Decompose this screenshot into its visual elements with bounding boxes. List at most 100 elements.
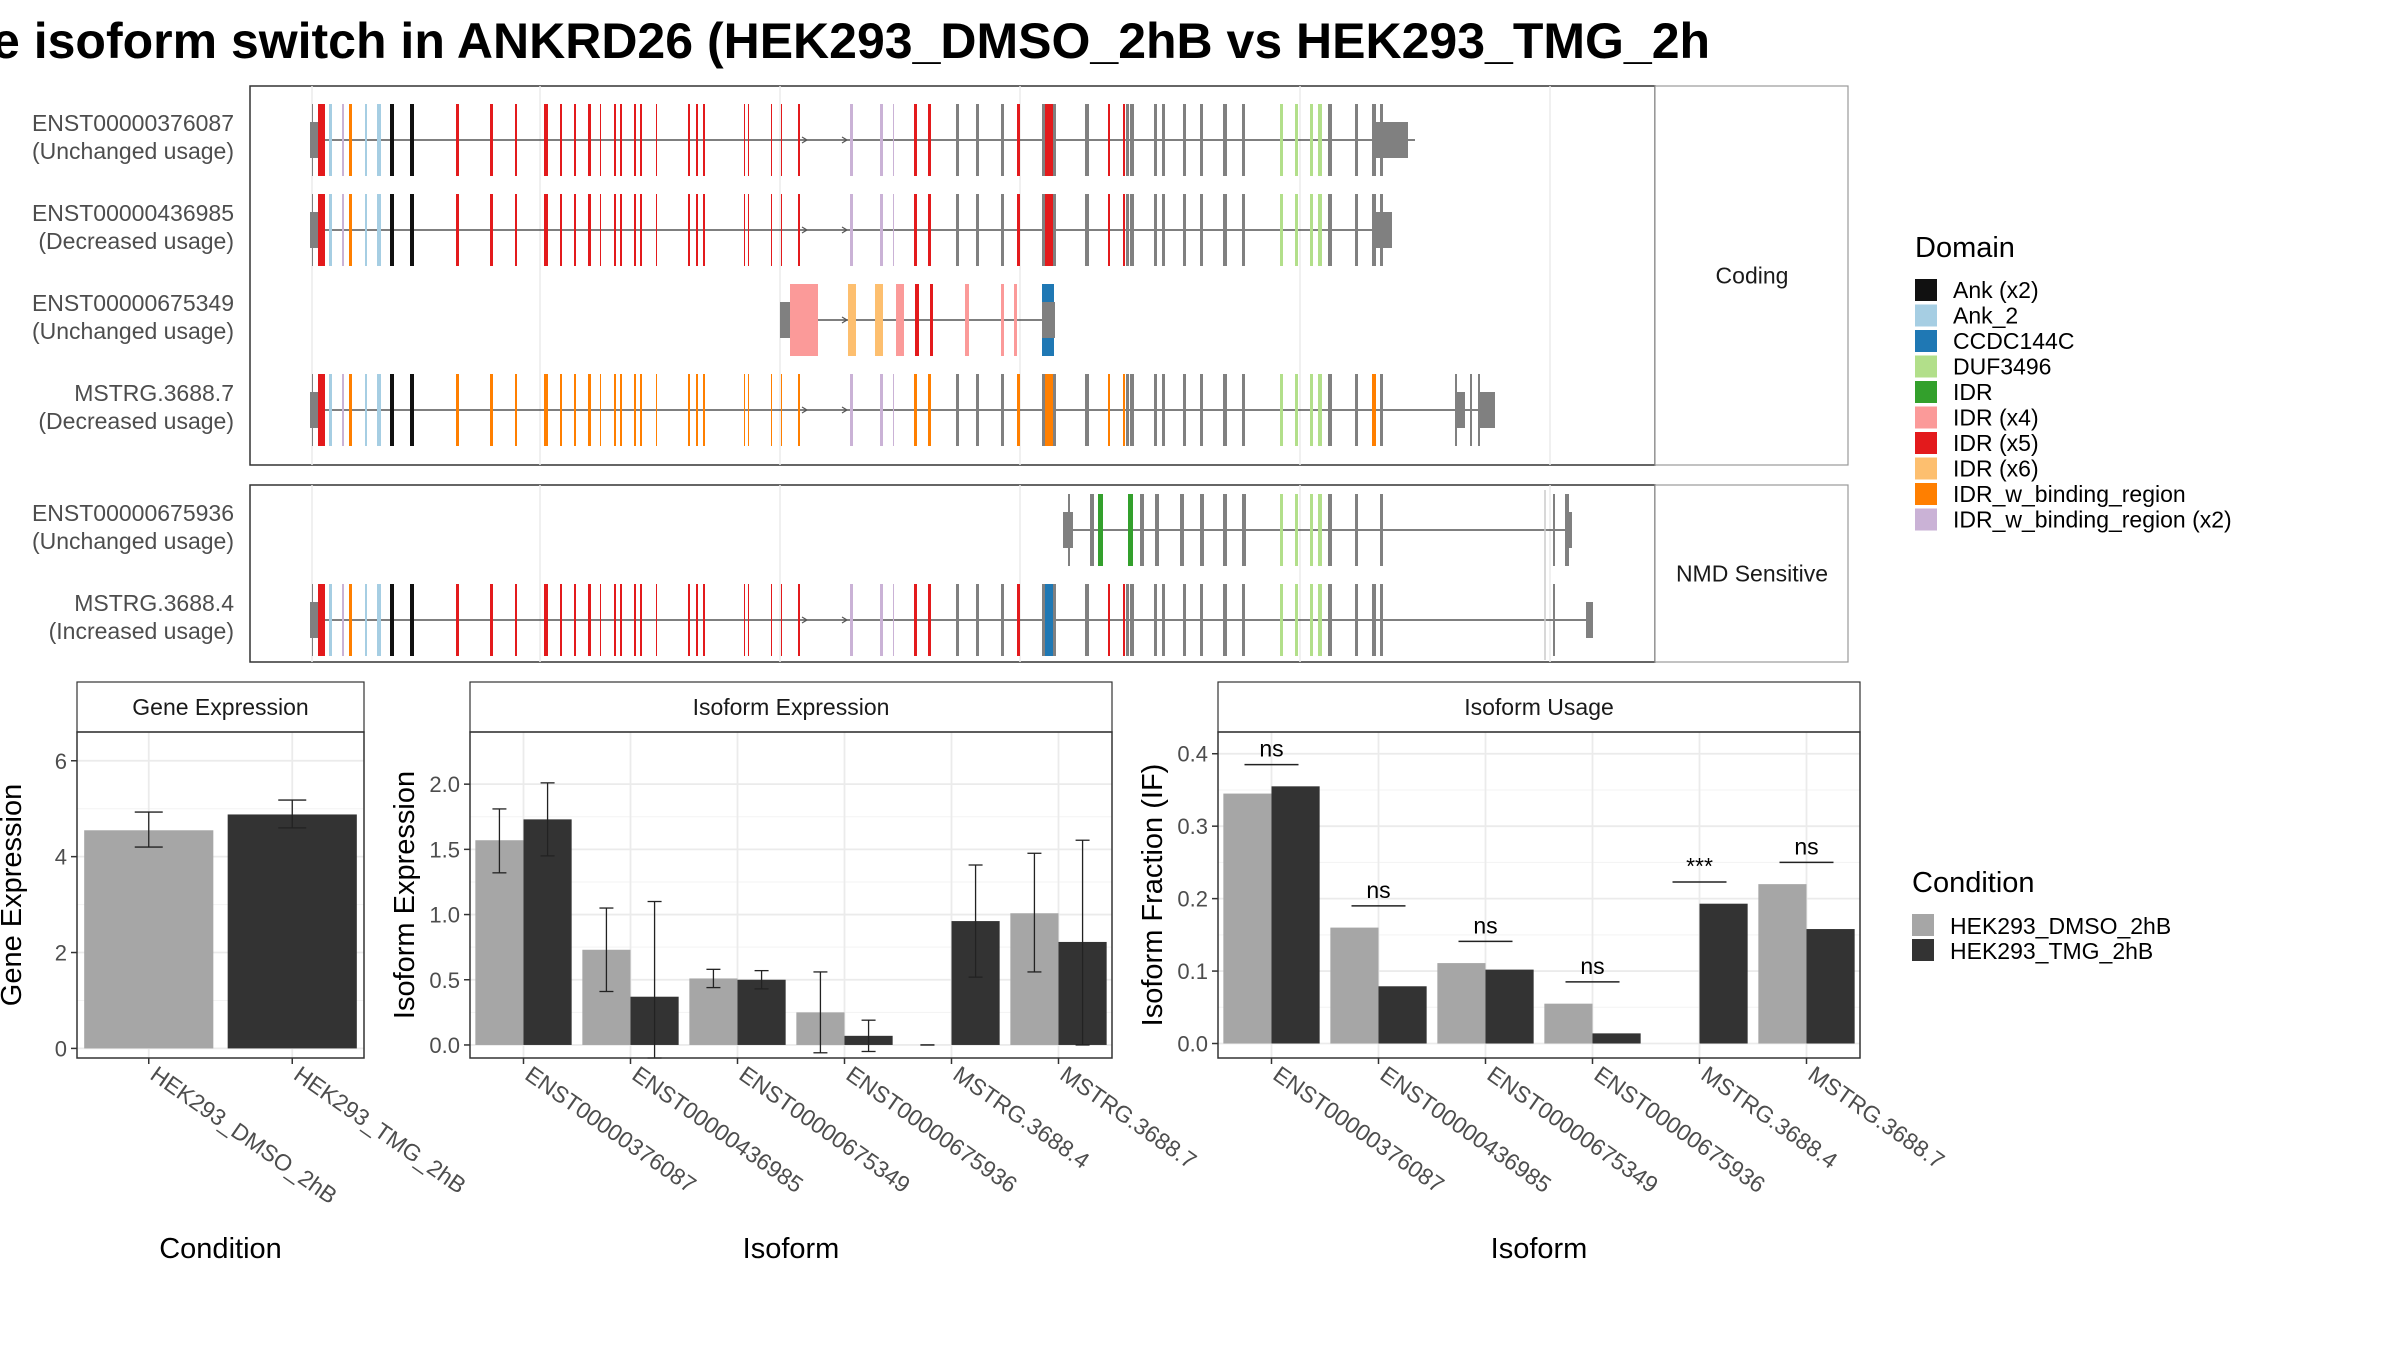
- exon-block: [850, 584, 853, 656]
- exon-block: [1085, 374, 1089, 446]
- y-tick-label: 1.0: [429, 903, 460, 928]
- exon-block: [365, 374, 367, 446]
- exon-block: [600, 194, 601, 266]
- exon-block: [1295, 104, 1298, 176]
- exon-block: [1108, 584, 1110, 656]
- exon-block: [318, 374, 325, 446]
- utr-block: [1375, 212, 1392, 248]
- exon-block: [1068, 494, 1070, 566]
- exon-block: [1380, 374, 1383, 446]
- y-tick-label: 0.2: [1177, 887, 1208, 912]
- exon-block: [1200, 194, 1203, 266]
- transcript: ENST00000376087(Unchanged usage): [32, 104, 1415, 176]
- significance-label: ns: [1366, 877, 1390, 903]
- exon-block: [342, 374, 344, 446]
- exon-block: [1318, 584, 1322, 656]
- y-axis-title: Gene Expression: [0, 784, 28, 1006]
- exon-block: [798, 374, 800, 446]
- exon-block: [390, 194, 394, 266]
- exon-block: [490, 374, 493, 446]
- exon-block: [1001, 374, 1004, 446]
- exon-block: [574, 374, 576, 446]
- x-tick-label: ENST00000436985: [1376, 1061, 1556, 1198]
- bar: [1544, 1003, 1593, 1044]
- direction-arrow: [801, 616, 809, 624]
- y-tick-label: 0.1: [1177, 959, 1208, 984]
- exon-block: [329, 584, 332, 656]
- exon-block: [515, 104, 517, 176]
- exon-block: [976, 194, 979, 266]
- exon-block: [614, 374, 616, 446]
- exon-block: [1052, 194, 1056, 266]
- exon-block: [1162, 584, 1165, 656]
- exon-block: [1052, 584, 1056, 656]
- exon-block: [1310, 374, 1313, 446]
- domain-legend-title: Domain: [1915, 232, 2015, 264]
- bar: [689, 978, 738, 1045]
- exon-block: [318, 194, 325, 266]
- exon-block: [342, 584, 344, 656]
- facet-strip: [1217, 681, 1861, 733]
- bar: [1437, 963, 1486, 1044]
- isoform-usage-label: (Unchanged usage): [32, 138, 234, 164]
- exon-block: [390, 104, 394, 176]
- isoform-id-label: MSTRG.3688.7: [74, 380, 234, 406]
- exon-block: [1318, 104, 1322, 176]
- exon-block: [620, 374, 622, 446]
- exon-block: [688, 194, 690, 266]
- exon-block: [329, 104, 332, 176]
- isoform-id-label: MSTRG.3688.4: [74, 590, 234, 616]
- exon-block: [1280, 584, 1283, 656]
- exon-block: [588, 104, 591, 176]
- exon-block: [1223, 194, 1227, 266]
- exon-block: [798, 584, 800, 656]
- exon-block: [634, 584, 636, 656]
- exon-block: [377, 584, 381, 656]
- exon-block: [365, 104, 367, 176]
- exon-block: [880, 194, 883, 266]
- bar-panel-2: 0.0 0.1 0.2 0.3 0.4 Isoform Usage ns ns ns ns *** n…: [1137, 681, 1949, 1265]
- facet-label: Isoform Expression: [693, 694, 890, 720]
- legend-swatch: [1915, 508, 1937, 531]
- exon-block: [600, 584, 601, 656]
- y-tick-label: 2: [55, 941, 67, 966]
- legend-label: IDR (x4): [1953, 405, 2039, 431]
- exon-block: [365, 194, 367, 266]
- exon-block: [560, 194, 562, 266]
- exon-block: [365, 584, 367, 656]
- exon-block: [456, 104, 459, 176]
- exon-block: [928, 194, 931, 266]
- exon-block: [560, 104, 562, 176]
- exon-block: [515, 584, 517, 656]
- exon-block: [1295, 374, 1298, 446]
- exon-block: [1017, 584, 1020, 656]
- exon-block: [1045, 104, 1053, 176]
- exon-block: [798, 194, 800, 266]
- exon-block: [1001, 584, 1004, 656]
- exon-block: [634, 374, 636, 446]
- exon-block: [744, 104, 745, 176]
- exon-block: [914, 584, 917, 656]
- exon-block: [349, 104, 352, 176]
- exon-block: [620, 104, 622, 176]
- facet-label: Isoform Usage: [1464, 694, 1614, 720]
- legend-label: IDR (x5): [1953, 430, 2039, 456]
- exon-block: [976, 374, 979, 446]
- bar: [1758, 884, 1807, 1044]
- exon-block: [703, 104, 705, 176]
- exon-block: [1223, 584, 1227, 656]
- exon-block: [1126, 374, 1129, 446]
- plot-background: [470, 732, 1112, 1058]
- exon-block: [1001, 284, 1004, 356]
- bar: [1485, 969, 1534, 1044]
- utr-block: [310, 212, 320, 248]
- exon-block: [928, 374, 931, 446]
- exon-block: [748, 104, 749, 176]
- exon-block: [614, 584, 616, 656]
- exon-block: [928, 584, 931, 656]
- utr-block: [310, 122, 320, 158]
- exon-block: [696, 374, 698, 446]
- plot-background: [1218, 732, 1860, 1058]
